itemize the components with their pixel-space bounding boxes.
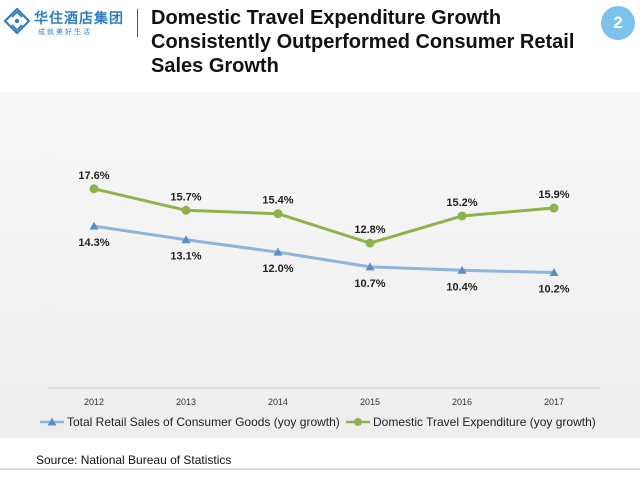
data-point-travel (89, 184, 99, 194)
data-label-travel: 15.9% (538, 189, 569, 201)
data-point-retail (365, 262, 375, 271)
data-label-retail: 10.2% (538, 284, 569, 296)
data-label-travel: 15.2% (446, 197, 477, 209)
data-label-travel: 15.4% (262, 195, 293, 207)
legend-item-travel-expenditure: Domestic Travel Expenditure (yoy growth) (346, 415, 596, 429)
legend-circle-line-icon (346, 418, 370, 426)
data-label-retail: 10.7% (354, 278, 385, 290)
slide-header: 华住酒店集团 成就美好生活 Domestic Travel Expenditur… (0, 0, 640, 90)
series-line-retail (93, 224, 555, 275)
data-point-retail (273, 247, 283, 256)
chart-legend: Total Retail Sales of Consumer Goods (yo… (40, 415, 620, 435)
data-point-retail (89, 221, 99, 230)
x-tick-label: 2016 (452, 397, 472, 407)
x-tick-label: 2013 (176, 397, 196, 407)
line-chart: 2012 2013 2014 2015 2016 2017 17.6% 15.7% 15.4% 1… (47, 139, 600, 407)
x-tick-label: 2017 (544, 397, 564, 407)
logo-tagline: 成就美好生活 (38, 28, 92, 36)
slide-title: Domestic Travel Expenditure Growth Consi… (151, 7, 575, 77)
page-number-badge: 2 (601, 6, 635, 40)
data-label-retail: 12.0% (262, 263, 293, 275)
data-point-retail (457, 265, 467, 274)
x-tick-label: 2014 (268, 397, 288, 407)
logo-company-name: 华住酒店集团 (34, 11, 124, 27)
footer-divider (0, 468, 640, 470)
legend-label-retail-sales: Total Retail Sales of Consumer Goods (yo… (67, 415, 340, 429)
data-label-travel: 17.6% (78, 170, 109, 182)
data-label-retail: 10.4% (446, 281, 477, 293)
x-tick-label: 2012 (84, 397, 104, 407)
data-label-retail: 13.1% (170, 251, 201, 263)
data-point-travel (549, 203, 559, 213)
legend-label-travel-expenditure: Domestic Travel Expenditure (yoy growth) (373, 415, 596, 429)
data-point-travel (365, 238, 375, 248)
data-point-travel (181, 205, 191, 215)
x-tick-label: 2015 (360, 397, 380, 407)
company-logo: 华住酒店集团 成就美好生活 (4, 6, 144, 38)
data-label-travel: 12.8% (354, 224, 385, 236)
data-label-travel: 15.7% (170, 191, 201, 203)
chart-panel: 2012 2013 2014 2015 2016 2017 17.6% 15.7% 15.4% 1… (0, 92, 640, 438)
data-point-retail (549, 268, 559, 277)
legend-triangle-line-icon (40, 417, 64, 426)
data-label-retail: 14.3% (78, 237, 109, 249)
data-point-travel (457, 211, 467, 221)
data-point-travel (273, 209, 283, 219)
data-point-retail (181, 235, 191, 244)
diamond-logo-icon (4, 8, 30, 34)
header-divider (137, 9, 138, 37)
source-note: Source: National Bureau of Statistics (36, 453, 232, 467)
legend-item-retail-sales: Total Retail Sales of Consumer Goods (yo… (40, 415, 340, 429)
series-line-travel (93, 187, 555, 245)
